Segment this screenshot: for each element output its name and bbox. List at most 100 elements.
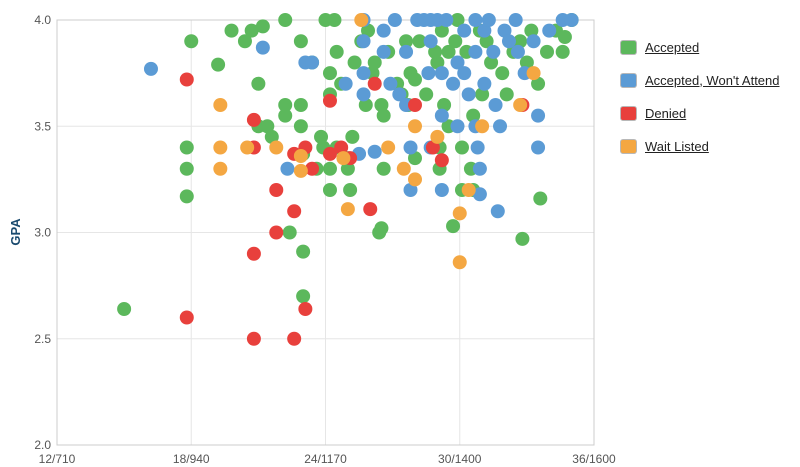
- data-point[interactable]: [477, 76, 492, 91]
- data-point[interactable]: [524, 23, 539, 38]
- data-point[interactable]: [280, 161, 295, 176]
- data-point[interactable]: [354, 13, 369, 27]
- data-point[interactable]: [408, 72, 422, 87]
- data-point[interactable]: [526, 66, 541, 81]
- data-point[interactable]: [412, 34, 427, 49]
- legend-item[interactable]: Denied: [620, 102, 780, 124]
- data-point[interactable]: [287, 204, 302, 219]
- data-point[interactable]: [367, 144, 382, 159]
- data-point[interactable]: [361, 23, 376, 38]
- data-point[interactable]: [448, 34, 463, 49]
- data-point[interactable]: [495, 66, 510, 81]
- data-point[interactable]: [374, 221, 389, 236]
- data-point[interactable]: [244, 23, 259, 38]
- data-point[interactable]: [255, 40, 270, 55]
- data-point[interactable]: [367, 76, 382, 91]
- data-point[interactable]: [260, 119, 275, 134]
- data-point[interactable]: [499, 87, 514, 102]
- data-point[interactable]: [434, 66, 449, 81]
- data-point[interactable]: [399, 44, 414, 59]
- data-point[interactable]: [497, 23, 512, 38]
- data-point[interactable]: [293, 34, 308, 49]
- data-point[interactable]: [179, 310, 194, 325]
- data-point[interactable]: [376, 161, 391, 176]
- data-point[interactable]: [564, 13, 579, 27]
- data-point[interactable]: [376, 44, 391, 59]
- data-point[interactable]: [540, 44, 555, 59]
- data-point[interactable]: [472, 187, 487, 202]
- data-point[interactable]: [117, 302, 132, 316]
- data-point[interactable]: [408, 119, 422, 134]
- data-point[interactable]: [334, 140, 349, 155]
- data-point[interactable]: [513, 98, 528, 112]
- data-point[interactable]: [224, 23, 239, 38]
- data-point[interactable]: [450, 13, 465, 27]
- data-point[interactable]: [513, 34, 528, 49]
- data-point[interactable]: [340, 161, 355, 176]
- data-point[interactable]: [446, 76, 461, 91]
- data-point[interactable]: [488, 98, 503, 112]
- data-point[interactable]: [213, 140, 228, 155]
- data-point[interactable]: [428, 44, 443, 59]
- data-point[interactable]: [403, 140, 418, 155]
- data-point[interactable]: [441, 44, 456, 59]
- data-point[interactable]: [470, 140, 485, 155]
- data-point[interactable]: [515, 231, 530, 246]
- data-point[interactable]: [298, 302, 313, 316]
- data-point[interactable]: [501, 34, 516, 49]
- data-point[interactable]: [322, 66, 337, 81]
- data-point[interactable]: [475, 119, 490, 134]
- data-point[interactable]: [477, 23, 492, 38]
- data-point[interactable]: [475, 87, 490, 102]
- data-point[interactable]: [437, 98, 452, 112]
- data-point[interactable]: [396, 161, 411, 176]
- data-point[interactable]: [293, 163, 308, 178]
- data-point[interactable]: [314, 129, 329, 144]
- data-point[interactable]: [293, 98, 308, 112]
- data-point[interactable]: [356, 66, 371, 81]
- data-point[interactable]: [403, 183, 418, 197]
- data-point[interactable]: [278, 13, 293, 27]
- data-point[interactable]: [211, 57, 226, 72]
- data-point[interactable]: [282, 225, 297, 240]
- data-point[interactable]: [336, 151, 351, 166]
- data-point[interactable]: [472, 161, 487, 176]
- data-point[interactable]: [237, 34, 252, 49]
- data-point[interactable]: [340, 202, 355, 217]
- data-point[interactable]: [293, 119, 308, 134]
- data-point[interactable]: [240, 140, 255, 155]
- data-point[interactable]: [179, 189, 194, 204]
- data-point[interactable]: [484, 55, 499, 70]
- data-point[interactable]: [322, 93, 337, 108]
- data-point[interactable]: [296, 244, 311, 259]
- data-point[interactable]: [392, 87, 407, 102]
- data-point[interactable]: [383, 76, 398, 91]
- data-point[interactable]: [430, 129, 445, 144]
- legend-item[interactable]: Accepted, Won't Attend: [620, 69, 780, 91]
- data-point[interactable]: [408, 172, 422, 187]
- data-point[interactable]: [376, 108, 391, 123]
- data-point[interactable]: [293, 149, 308, 163]
- data-point[interactable]: [557, 30, 572, 44]
- data-point[interactable]: [287, 331, 302, 346]
- data-point[interactable]: [296, 289, 311, 304]
- data-point[interactable]: [434, 23, 449, 38]
- data-point[interactable]: [519, 55, 534, 70]
- data-point[interactable]: [508, 13, 523, 27]
- data-point[interactable]: [179, 72, 194, 87]
- data-point[interactable]: [457, 66, 472, 81]
- data-point[interactable]: [479, 34, 494, 49]
- data-point[interactable]: [356, 87, 371, 102]
- legend-item[interactable]: Wait Listed: [620, 135, 780, 157]
- data-point[interactable]: [322, 183, 337, 197]
- data-point[interactable]: [452, 206, 467, 221]
- data-point[interactable]: [269, 183, 284, 197]
- data-point[interactable]: [269, 225, 284, 240]
- data-point[interactable]: [213, 161, 228, 176]
- data-point[interactable]: [510, 44, 525, 59]
- data-point[interactable]: [434, 108, 449, 123]
- data-point[interactable]: [468, 44, 483, 59]
- data-point[interactable]: [246, 331, 261, 346]
- data-point[interactable]: [439, 13, 454, 27]
- data-point[interactable]: [329, 44, 344, 59]
